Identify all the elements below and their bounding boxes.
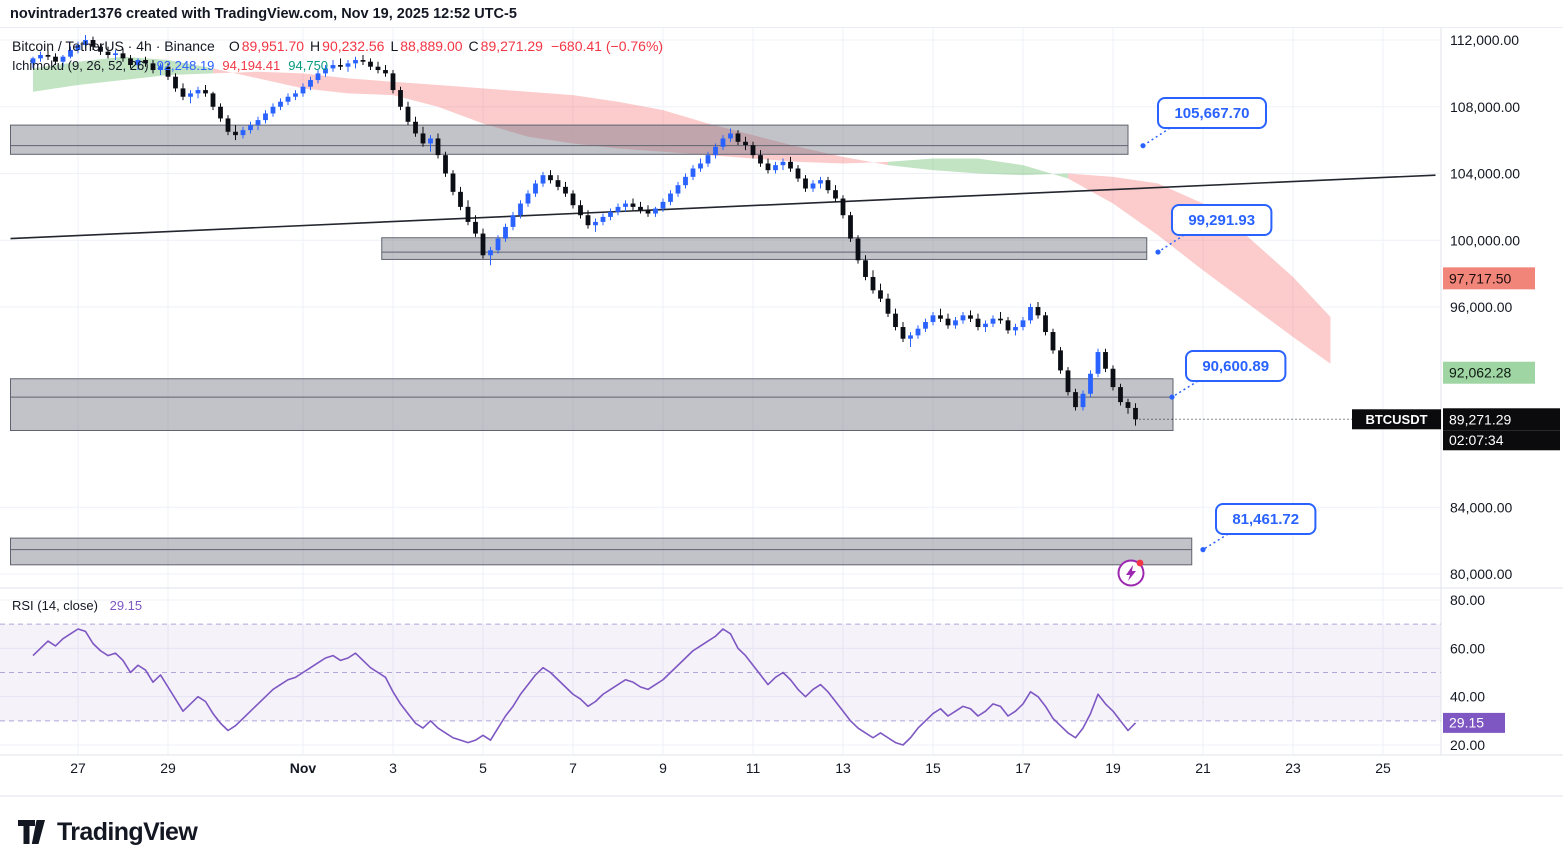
svg-text:7: 7 [569,760,577,776]
svg-text:80.00: 80.00 [1450,592,1485,608]
svg-text:5: 5 [479,760,487,776]
svg-text:23: 23 [1285,760,1301,776]
svg-text:9: 9 [659,760,667,776]
svg-text:97,717.50: 97,717.50 [1449,270,1511,286]
price-zone[interactable] [381,237,1148,260]
svg-text:81,461.72: 81,461.72 [1232,511,1299,528]
tradingview-logo-icon[interactable] [18,819,48,846]
svg-text:20.00: 20.00 [1450,737,1485,753]
svg-text:100,000.00: 100,000.00 [1450,232,1520,248]
svg-text:84,000.00: 84,000.00 [1450,499,1512,515]
svg-text:02:07:34: 02:07:34 [1449,432,1504,448]
pane-separators [0,28,1563,797]
svg-text:105,667.70: 105,667.70 [1174,105,1249,122]
price-line-label [1443,361,1535,384]
svg-text:13: 13 [835,760,851,776]
price-callout[interactable]: 105,667.70 [1140,97,1267,149]
lightning-sticker[interactable] [1117,559,1145,587]
svg-text:3: 3 [389,760,397,776]
bar-countdown-label [1443,430,1560,451]
price-line-label [1443,267,1535,290]
svg-text:60.00: 60.00 [1450,640,1485,656]
svg-text:15: 15 [925,760,941,776]
chart-canvas[interactable]: 105,667.7099,291.9390,600.8981,461.72112… [0,28,1563,797]
svg-text:17: 17 [1015,760,1031,776]
price-zone[interactable] [10,378,1174,431]
time-axis[interactable]: 27 29 Nov 3 5 7 9 11 13 15 17 19 21 23 25 [70,760,1391,776]
svg-text:27: 27 [70,760,86,776]
last-price-label [1443,408,1560,431]
svg-text:40.00: 40.00 [1450,689,1485,705]
svg-text:25: 25 [1375,760,1391,776]
chart-area[interactable]: 105,667.70 99,291.93 90,600.89 81,461.72 112… [0,28,1563,797]
price-callout[interactable]: 81,461.72 [1200,503,1317,553]
svg-text:92,062.28: 92,062.28 [1449,365,1511,381]
rsi-value-label [1443,712,1505,733]
price-callout[interactable]: 90,600.89 [1169,350,1287,400]
gridlines [0,28,1441,755]
price-zone[interactable] [10,124,1129,155]
svg-text:29: 29 [160,760,176,776]
attribution-bar: novintrader1376 created with TradingView… [0,0,1563,28]
svg-text:Nov: Nov [290,760,317,776]
svg-text:80,000.00: 80,000.00 [1450,566,1512,582]
ichimoku-cloud [33,56,1331,364]
svg-text:99,291.93: 99,291.93 [1188,212,1255,229]
candlestick-series [30,34,1138,426]
trendline[interactable] [10,174,1436,240]
svg-text:104,000.00: 104,000.00 [1450,166,1520,182]
rsi-line [32,628,1137,746]
svg-text:112,000.00: 112,000.00 [1450,32,1519,48]
svg-text:90,600.89: 90,600.89 [1202,358,1269,375]
symbol-tag [1352,409,1441,430]
price-axis[interactable]: 112,000.00 108,000.00 104,000.00 100,000.00… [1352,32,1560,753]
price-callout[interactable]: 99,291.93 [1155,204,1273,255]
tradingview-wordmark[interactable]: TradingView [57,818,198,846]
svg-text:89,271.29: 89,271.29 [1449,411,1511,427]
svg-text:21: 21 [1195,760,1211,776]
svg-text:96,000.00: 96,000.00 [1450,299,1512,315]
svg-text:108,000.00: 108,000.00 [1450,99,1520,115]
price-zone[interactable] [10,537,1193,566]
attribution-text: novintrader1376 created with TradingView… [10,5,517,22]
svg-text:BTCUSDT: BTCUSDT [1365,412,1427,427]
svg-text:19: 19 [1105,760,1121,776]
footer: TradingView [0,797,1563,868]
svg-text:29.15: 29.15 [1449,714,1484,730]
svg-text:11: 11 [746,760,761,776]
